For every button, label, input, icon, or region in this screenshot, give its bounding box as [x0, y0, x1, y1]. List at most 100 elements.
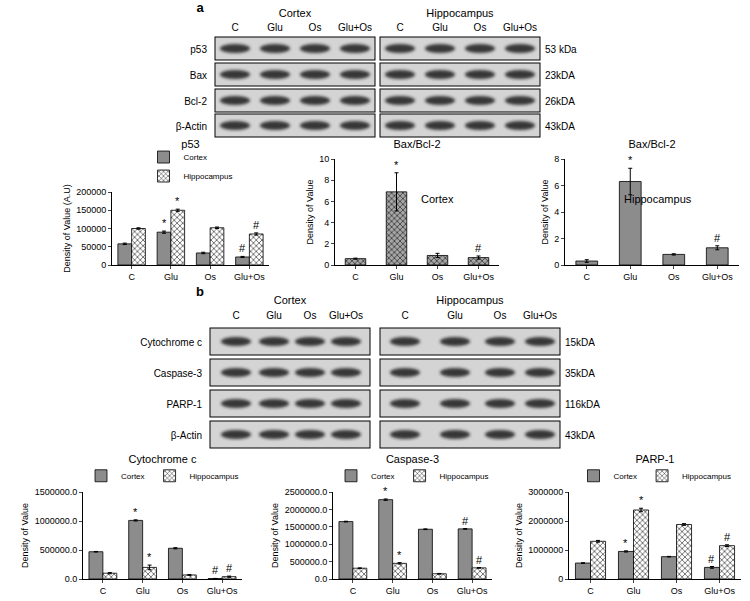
svg-text:Glu+Os: Glu+Os	[329, 310, 363, 321]
svg-text:p53: p53	[181, 138, 199, 150]
svg-text:*: *	[162, 217, 167, 229]
svg-text:Glu+Os: Glu+Os	[207, 586, 238, 596]
svg-text:C: C	[350, 586, 357, 596]
svg-text:0: 0	[554, 260, 559, 270]
svg-text:8: 8	[324, 175, 329, 185]
svg-text:1000000.0: 1000000.0	[35, 516, 78, 526]
svg-text:1500000.0: 1500000.0	[285, 522, 328, 532]
svg-text:6: 6	[324, 197, 329, 207]
svg-text:4: 4	[324, 218, 329, 228]
svg-text:C: C	[232, 310, 239, 321]
svg-text:Glu+Os: Glu+Os	[234, 272, 265, 282]
svg-text:4: 4	[554, 207, 559, 217]
svg-text:Cortex: Cortex	[279, 7, 312, 19]
svg-text:10: 10	[319, 154, 329, 164]
svg-text:Bax/Bcl-2: Bax/Bcl-2	[393, 138, 440, 150]
svg-text:Os: Os	[309, 22, 322, 33]
svg-text:35kDA: 35kDA	[565, 368, 595, 379]
svg-text:Glu: Glu	[164, 272, 178, 282]
svg-text:#: #	[226, 562, 233, 574]
svg-text:#: #	[212, 564, 219, 576]
svg-text:Density of Value: Density of Value	[270, 503, 280, 568]
svg-text:Cytochrome c: Cytochrome c	[129, 453, 197, 465]
svg-text:Cortex: Cortex	[121, 472, 145, 481]
svg-text:Caspase-3: Caspase-3	[386, 453, 439, 465]
svg-text:Glu: Glu	[432, 22, 448, 33]
svg-text:Glu+Os: Glu+Os	[503, 22, 537, 33]
svg-text:2000000: 2000000	[528, 516, 563, 526]
svg-text:#: #	[475, 242, 482, 254]
svg-text:Os: Os	[204, 272, 216, 282]
svg-text:#: #	[724, 531, 731, 543]
svg-text:Hippocampus: Hippocampus	[624, 193, 692, 205]
svg-text:*: *	[133, 506, 138, 518]
svg-text:Os: Os	[177, 586, 189, 596]
svg-text:0.0: 0.0	[65, 574, 78, 584]
svg-text:500000.0: 500000.0	[290, 557, 328, 567]
svg-text:Glu+Os: Glu+Os	[463, 272, 494, 282]
svg-text:1000000: 1000000	[528, 545, 563, 555]
svg-text:*: *	[639, 494, 644, 506]
svg-text:*: *	[175, 195, 180, 207]
svg-text:Glu: Glu	[266, 310, 282, 321]
svg-text:43kDA: 43kDA	[545, 121, 575, 132]
svg-text:C: C	[584, 272, 591, 282]
svg-text:Cortex: Cortex	[274, 294, 307, 306]
svg-text:*: *	[397, 549, 402, 561]
svg-text:Bax/Bcl-2: Bax/Bcl-2	[628, 138, 675, 150]
svg-text:Hippocampus: Hippocampus	[440, 472, 489, 481]
svg-text:2500000.0: 2500000.0	[285, 487, 328, 497]
svg-text:100000: 100000	[76, 224, 106, 234]
svg-text:Hippocampus: Hippocampus	[426, 7, 494, 19]
svg-text:C: C	[401, 310, 408, 321]
svg-text:C: C	[352, 272, 359, 282]
svg-text:200000: 200000	[76, 187, 106, 197]
svg-text:50000: 50000	[81, 242, 106, 252]
svg-text:23kDA: 23kDA	[545, 70, 575, 81]
svg-text:Bax: Bax	[190, 70, 207, 81]
svg-text:β-Actin: β-Actin	[176, 121, 207, 132]
svg-text:15kDA: 15kDA	[565, 337, 595, 348]
svg-text:PARP-1: PARP-1	[167, 399, 203, 410]
svg-text:#: #	[253, 219, 260, 231]
svg-text:C: C	[128, 272, 135, 282]
svg-text:Os: Os	[304, 310, 317, 321]
svg-text:Density of Value: Density of Value	[540, 180, 550, 245]
svg-text:0: 0	[558, 574, 563, 584]
svg-text:Caspase-3: Caspase-3	[154, 368, 203, 379]
svg-text:Glu: Glu	[389, 272, 403, 282]
svg-text:116kDA: 116kDA	[565, 399, 600, 410]
svg-text:Hippocampus: Hippocampus	[190, 472, 239, 481]
svg-text:Glu+Os: Glu+Os	[523, 310, 557, 321]
svg-text:Hippocampus: Hippocampus	[436, 294, 504, 306]
svg-text:Os: Os	[494, 310, 507, 321]
svg-text:Hippocampus: Hippocampus	[682, 472, 731, 481]
svg-text:Os: Os	[432, 272, 444, 282]
svg-text:C: C	[587, 586, 594, 596]
svg-text:#: #	[476, 554, 483, 566]
svg-text:*: *	[623, 537, 628, 549]
svg-text:#: #	[708, 553, 715, 565]
svg-text:6: 6	[554, 181, 559, 191]
svg-text:Glu: Glu	[386, 586, 400, 596]
svg-text:2000000.0: 2000000.0	[285, 505, 328, 515]
svg-text:Os: Os	[668, 272, 680, 282]
svg-text:Density of Value (A.U): Density of Value (A.U)	[62, 184, 72, 272]
svg-text:Os: Os	[474, 22, 487, 33]
svg-text:26kDA: 26kDA	[545, 96, 575, 107]
svg-text:53 kDa: 53 kDa	[545, 44, 577, 55]
svg-text:0: 0	[101, 260, 106, 270]
svg-text:1000000.0: 1000000.0	[285, 539, 328, 549]
svg-text:Cortex: Cortex	[421, 193, 454, 205]
svg-text:0.0: 0.0	[315, 574, 328, 584]
svg-text:150000: 150000	[76, 205, 106, 215]
svg-text:2: 2	[554, 234, 559, 244]
svg-text:Glu: Glu	[626, 586, 640, 596]
svg-text:*: *	[394, 159, 399, 171]
svg-text:#: #	[239, 242, 246, 254]
svg-text:#: #	[714, 232, 721, 244]
svg-text:3000000: 3000000	[528, 487, 563, 497]
svg-text:Hippocampus: Hippocampus	[184, 172, 233, 181]
svg-text:Cortex: Cortex	[371, 472, 395, 481]
svg-text:C: C	[100, 586, 107, 596]
